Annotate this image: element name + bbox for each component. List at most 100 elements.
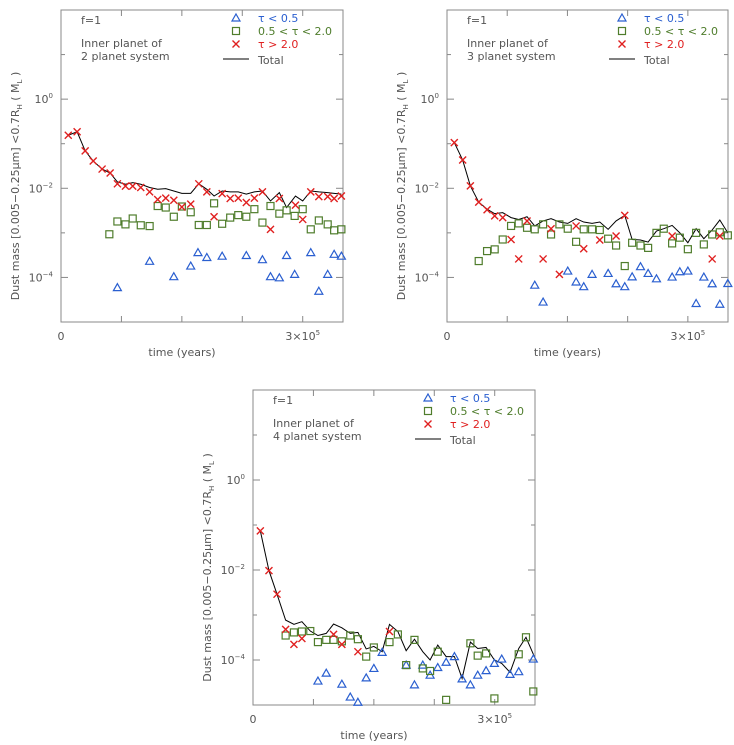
cross-point — [194, 179, 203, 188]
square-point — [473, 651, 482, 660]
triangle-point — [698, 271, 709, 281]
y-tick-label: 10−4 — [221, 653, 246, 667]
y-tick-base: 10 — [227, 474, 241, 487]
triangle-point — [472, 669, 483, 679]
y-label-sub: H — [16, 104, 24, 109]
cross-point — [547, 224, 556, 233]
total-line — [68, 131, 342, 209]
square-point — [611, 241, 621, 250]
square-point — [723, 231, 732, 240]
legend-label: 0.5 < τ < 2.0 — [258, 25, 332, 38]
cross-point — [715, 232, 724, 240]
triangle-point — [587, 269, 598, 278]
triangle-point — [674, 266, 685, 276]
cross-point — [668, 232, 677, 240]
x-tick-label: 0 — [444, 330, 451, 343]
y-tick-base: 10 — [29, 271, 43, 284]
x-tick-label: 3×105 — [477, 712, 512, 726]
cross-point — [337, 640, 346, 649]
series-square — [105, 199, 346, 239]
triangle-point — [489, 658, 500, 668]
triangle-point — [313, 286, 324, 295]
cross-point — [136, 183, 145, 192]
y-label-sub: L — [402, 79, 410, 83]
square-point — [113, 217, 122, 226]
square-point — [668, 239, 677, 248]
y-label-main: Dust mass [0.005−0.25μm] <0.7R — [201, 491, 214, 682]
square-point — [683, 245, 692, 254]
cross-point — [329, 630, 338, 639]
series-cross — [450, 138, 724, 279]
square-point — [282, 206, 291, 215]
cross-point — [177, 203, 186, 212]
y-tick-label: 10−2 — [29, 181, 53, 195]
triangle-point — [112, 282, 123, 292]
y-tick-exponent: −2 — [235, 563, 245, 571]
triangle-point — [192, 247, 204, 257]
series-line — [68, 131, 342, 209]
triangle-point — [336, 678, 347, 688]
triangle-point — [682, 265, 693, 275]
triangle-point — [562, 265, 573, 275]
x-tick-base: 0 — [58, 330, 65, 343]
cross-point — [218, 189, 227, 198]
cross-point — [555, 270, 564, 279]
square-point — [250, 205, 259, 214]
y-tick-label: 10−2 — [221, 563, 245, 577]
y-tick-base: 10 — [421, 93, 435, 106]
y-label-tail: ( M — [9, 83, 22, 104]
series-line — [453, 142, 729, 244]
series-triangle — [312, 647, 539, 706]
cross-point — [330, 194, 339, 203]
square-point — [644, 243, 653, 252]
series-square — [474, 219, 732, 271]
cross-point — [210, 212, 219, 221]
square-point — [402, 661, 411, 670]
square-point — [675, 233, 684, 242]
series-cross — [64, 127, 346, 234]
cross-point — [498, 213, 507, 222]
cross-point — [264, 566, 273, 575]
triangle-point — [627, 271, 638, 281]
total-line — [453, 142, 729, 244]
square-point — [128, 214, 137, 223]
plot-frame — [60, 9, 344, 323]
cross-point — [128, 182, 137, 191]
cross-point — [281, 625, 290, 634]
triangle-point — [368, 663, 379, 673]
square-point — [620, 261, 629, 271]
square-point — [699, 240, 708, 249]
y-label-end: ) — [395, 72, 408, 80]
triangle-point — [643, 268, 654, 278]
y-tick-label: 100 — [227, 473, 245, 487]
x-axis-label: time (years) — [340, 729, 407, 742]
annotation-line: Inner planet of — [81, 37, 163, 50]
triangle-point — [504, 669, 516, 678]
triangle-point — [635, 261, 646, 271]
cross-point — [106, 169, 115, 178]
y-label-end: ) — [201, 453, 214, 461]
square-point — [628, 238, 637, 247]
triangle-point — [449, 651, 460, 661]
triangle-point — [465, 679, 476, 689]
square-point — [202, 220, 211, 230]
square-point — [481, 649, 491, 658]
legend-label: Total — [643, 54, 670, 67]
cross-point — [291, 201, 300, 210]
triangle-point — [714, 299, 725, 308]
square-point — [490, 694, 499, 703]
triangle-point — [168, 271, 179, 281]
square-point — [393, 630, 402, 639]
cross-point — [514, 254, 523, 263]
y-label-main: Dust mass [0.005−0.25μm] <0.7R — [395, 109, 408, 300]
cross-point — [273, 590, 282, 599]
y-tick-exponent: −4 — [43, 270, 54, 278]
square-point — [563, 224, 572, 233]
square-point — [652, 228, 661, 237]
triangle-point — [571, 276, 582, 286]
square-point — [234, 211, 243, 220]
series-triangle — [529, 261, 733, 308]
cross-point — [297, 634, 306, 643]
cross-point — [306, 187, 315, 196]
y-tick-base: 10 — [221, 564, 235, 577]
